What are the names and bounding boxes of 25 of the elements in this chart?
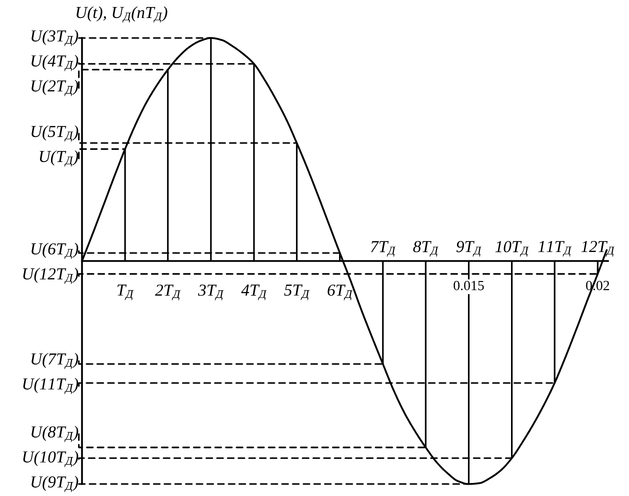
annotation: U(5T$_{Д}$)	[32, 125, 78, 142]
annotation: U(2T$_{Д}$)	[32, 80, 78, 96]
annotation: U(12T$_{Д}$)	[23, 268, 78, 284]
annotation: 9T$_{Д}$	[456, 241, 482, 257]
annotation: U(6T$_{Д}$)	[32, 242, 78, 260]
annotation: U(T$_{Д}$)	[40, 150, 78, 167]
annotation: U(4T$_{Д}$)	[32, 54, 78, 72]
annotation: U(10T$_{Д}$)	[23, 450, 78, 468]
annotation: 3T$_{Д}$	[198, 284, 224, 300]
annotation: T$_{Д}$	[117, 284, 134, 300]
y-axis-title: U(t), U$_{Д}$(nT$_{Д}$)	[76, 6, 168, 23]
annotation: 4T$_{Д}$	[241, 284, 267, 300]
annotation: U(9T$_{Д}$)	[32, 476, 78, 492]
annotation: 11T$_{Д}$	[538, 241, 572, 257]
annotation: 2T$_{Д}$	[155, 284, 181, 300]
annotation: 5T$_{Д}$	[284, 284, 310, 300]
annotation: U(3T$_{Д}$)	[32, 30, 78, 46]
annotation: 8T$_{Д}$	[413, 241, 439, 257]
annotation: 7T$_{Д}$	[371, 241, 396, 257]
annotation: 6T$_{Д}$	[328, 284, 353, 300]
annotation: U(7T$_{Д}$)	[32, 352, 78, 370]
x-tick-label: 0.015	[454, 280, 484, 290]
annotation: 10T$_{Д}$	[495, 241, 529, 257]
annotation: U(8T$_{Д}$)	[32, 426, 78, 442]
annotation: U(11T$_{Д}$)	[23, 378, 78, 394]
